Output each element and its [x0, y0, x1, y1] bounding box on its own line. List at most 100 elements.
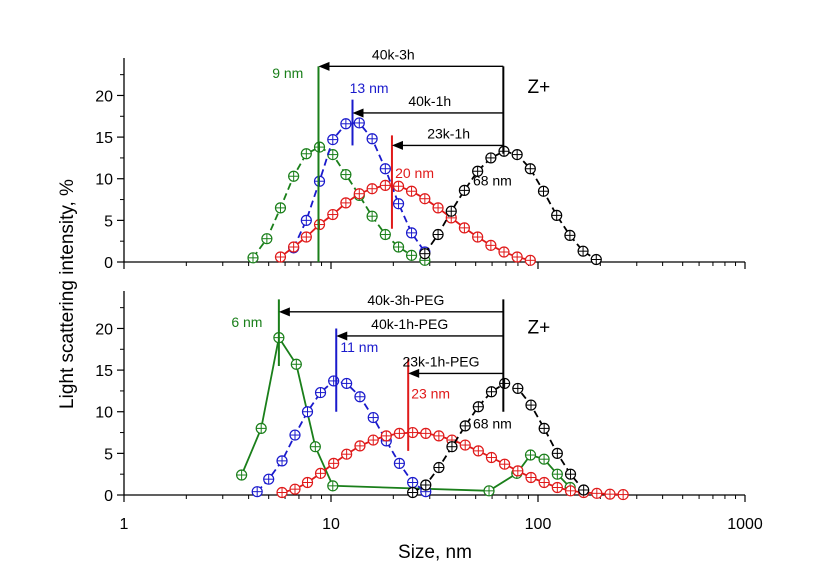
- bottom-data-point: [512, 465, 524, 477]
- top-data-point: [313, 141, 326, 153]
- bottom-data-point: [538, 453, 550, 465]
- top-data-point: [498, 246, 510, 258]
- bottom-data-point: [472, 401, 484, 413]
- bottom-data-point: [525, 471, 537, 484]
- bottom-data-point: [512, 382, 524, 395]
- bottom-arrow-head: [278, 307, 290, 317]
- bottom-data-point: [538, 476, 550, 489]
- top-y-tick-label: 0: [104, 255, 113, 272]
- bottom-data-point: [289, 483, 301, 495]
- bottom-data-point: [367, 411, 379, 424]
- top-data-point: [419, 248, 431, 260]
- top-y-tick-label: 15: [95, 130, 113, 147]
- bottom-data-point: [433, 430, 445, 442]
- bottom-data-point: [407, 486, 419, 499]
- bottom-data-point: [263, 473, 275, 485]
- bottom-data-point: [236, 469, 248, 481]
- bottom-data-point: [551, 468, 563, 480]
- bottom-data-point: [341, 377, 353, 390]
- x-tick-label: 1: [120, 516, 129, 533]
- top-data-point: [247, 252, 259, 264]
- x-tick-label: 10: [322, 516, 340, 533]
- top-size-annotation: 20 nm: [395, 165, 434, 181]
- x-axis: 1 10 100 1000: [120, 516, 763, 533]
- top-data-point: [537, 185, 550, 197]
- bottom-data-point: [289, 429, 301, 441]
- top-data-point: [300, 231, 312, 243]
- top-data-point: [313, 218, 326, 231]
- top-data-point: [288, 170, 300, 182]
- bottom-data-point: [420, 479, 432, 491]
- bottom-series-line: [412, 382, 585, 494]
- top-y-tick-label: 10: [95, 172, 113, 189]
- bottom-data-point: [380, 430, 392, 442]
- bottom-data-point: [301, 476, 314, 489]
- bottom-data-point: [578, 484, 590, 496]
- top-data-point: [379, 179, 391, 191]
- top-data-point: [590, 253, 602, 266]
- bottom-arrow-label: 40k-1h-PEG: [371, 316, 448, 332]
- bottom-data-point: [393, 427, 405, 439]
- top-data-point: [432, 202, 444, 214]
- top-data-point: [432, 228, 444, 241]
- bottom-arrow-head: [336, 331, 348, 341]
- y-axis-title: Light scattering intensity, %: [57, 179, 78, 409]
- top-arrow-label: 40k-1h: [408, 93, 451, 109]
- bottom-y-tick-label: 0: [104, 488, 113, 505]
- top-arrow-head: [318, 61, 330, 71]
- bottom-panel: 0 5 10 15 20 40k-3h-PEG 40k-1h-PEG 23k-1h-PEG 6 …: [95, 291, 746, 505]
- top-data-point: [392, 198, 405, 210]
- top-data-point: [577, 245, 589, 257]
- top-data-point: [366, 210, 378, 222]
- top-data-point: [524, 254, 536, 266]
- bottom-size-annotation: 11 nm: [340, 339, 378, 355]
- bottom-data-point: [551, 481, 563, 494]
- top-size-annotation: 13 nm: [350, 80, 389, 96]
- top-data-point: [261, 233, 273, 245]
- bottom-y-tick-label: 5: [104, 446, 113, 463]
- bottom-y-tick-label: 10: [95, 405, 113, 422]
- top-size-annotation: 68 nm: [473, 172, 512, 188]
- top-data-point: [379, 163, 391, 175]
- top-data-point: [340, 118, 352, 130]
- bottom-size-annotation: 68 nm: [473, 415, 512, 431]
- bottom-size-annotation: 6 nm: [231, 314, 262, 330]
- bottom-data-point: [446, 441, 458, 453]
- x-axis-title: Size, nm: [398, 542, 472, 563]
- top-data-point: [340, 168, 352, 181]
- top-data-point: [313, 175, 326, 187]
- bottom-data-point: [255, 422, 267, 434]
- bottom-data-point: [525, 399, 537, 411]
- bottom-y-tick-label: 20: [95, 321, 113, 338]
- top-data-point: [445, 205, 457, 217]
- bottom-data-point: [327, 480, 339, 492]
- bottom-data-point: [459, 420, 471, 432]
- bottom-data-point: [251, 486, 263, 498]
- top-data-point: [353, 117, 365, 129]
- bottom-data-point: [354, 391, 366, 403]
- top-data-point: [405, 185, 418, 197]
- top-data-point: [327, 208, 339, 221]
- x-tick-label: 100: [525, 516, 552, 533]
- top-data-point: [300, 214, 312, 226]
- top-y-tick-label: 20: [95, 88, 113, 105]
- top-data-point: [274, 202, 287, 214]
- bottom-y-tick-label: 15: [95, 363, 113, 380]
- top-data-point: [288, 241, 300, 253]
- top-data-point: [551, 209, 563, 221]
- bottom-data-point: [551, 447, 563, 459]
- top-arrow-head: [352, 108, 364, 118]
- top-data-point: [392, 241, 405, 253]
- bottom-data-point: [472, 445, 484, 457]
- top-zplus-label: Z+: [528, 77, 551, 98]
- top-y-tick-label: 5: [104, 213, 113, 230]
- bottom-data-point: [499, 377, 511, 390]
- top-series-line: [424, 150, 597, 261]
- top-data-point: [419, 193, 431, 205]
- top-data-point: [340, 197, 352, 209]
- bottom-size-annotation: 23 nm: [411, 385, 450, 401]
- bottom-data-point: [485, 451, 498, 464]
- top-data-point: [511, 148, 523, 161]
- bottom-data-point: [564, 468, 577, 480]
